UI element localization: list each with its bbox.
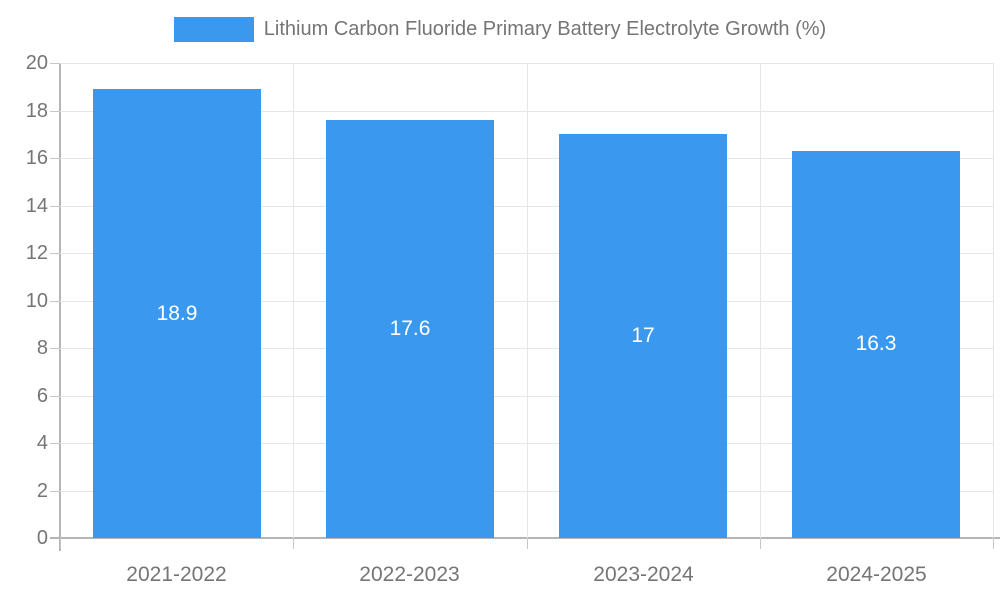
gridline-horizontal	[60, 205, 993, 207]
legend-item[interactable]: Lithium Carbon Fluoride Primary Battery …	[0, 17, 1000, 42]
bar[interactable]	[93, 89, 261, 538]
y-axis-tick	[50, 63, 60, 64]
gridline-vertical	[293, 63, 294, 538]
legend-swatch	[173, 17, 254, 42]
x-axis-line	[50, 537, 1000, 539]
gridline-horizontal	[60, 110, 993, 112]
y-tick-label: 4	[36, 432, 48, 454]
gridline-horizontal	[60, 348, 993, 349]
gridline-horizontal	[60, 253, 993, 254]
bar[interactable]	[792, 151, 960, 538]
plot-area: 18.9 17.6 17 16.3	[50, 63, 1000, 551]
y-tick-label: 2	[36, 479, 48, 502]
x-axis-tick	[60, 538, 61, 549]
gridline-vertical	[993, 63, 994, 538]
y-axis-tick	[50, 395, 60, 397]
gridline-vertical	[527, 63, 528, 538]
y-axis-tick	[50, 110, 60, 112]
y-axis-tick	[50, 490, 60, 492]
y-axis-tick	[50, 205, 60, 207]
bar[interactable]	[559, 134, 727, 538]
x-axis-tick	[527, 538, 528, 549]
y-tick-label: 6	[36, 384, 48, 407]
y-tick-label: 0	[36, 527, 48, 549]
y-tick-label: 10	[25, 289, 48, 312]
y-axis-tick	[50, 443, 60, 444]
gridline-horizontal	[60, 300, 993, 302]
legend-label: Lithium Carbon Fluoride Primary Battery …	[263, 18, 827, 40]
x-tick-label: 2022-2023	[359, 563, 460, 586]
x-axis-labels: 2021-2022 2022-2023 2023-2024 2024-2025	[60, 563, 993, 593]
y-axis-labels: 0 2 4 6 8 10 12 14 16 18 20	[0, 52, 48, 549]
y-axis-line	[59, 63, 61, 551]
y-axis-tick	[50, 158, 60, 159]
x-tick-label: 2021-2022	[126, 563, 227, 586]
x-tick-label: 2023-2024	[593, 563, 694, 586]
y-tick-label: 8	[36, 337, 48, 359]
x-tick-label: 2024-2025	[826, 563, 927, 586]
gridline-vertical	[760, 63, 761, 538]
bar-value-label: 18.9	[156, 302, 198, 325]
gridline-horizontal	[60, 443, 993, 444]
y-axis-tick	[50, 253, 60, 254]
y-axis-tick	[50, 300, 60, 302]
bar-value-label: 16.3	[855, 332, 897, 355]
bar-value-label: 17.6	[389, 317, 431, 340]
y-tick-label: 18	[25, 99, 48, 122]
gridline-horizontal	[60, 490, 993, 492]
bar-value-label: 17	[631, 324, 655, 347]
gridline-horizontal	[60, 395, 993, 397]
y-axis-tick	[50, 348, 60, 349]
gridline-horizontal	[60, 63, 993, 64]
y-tick-label: 20	[25, 52, 48, 74]
bar[interactable]	[326, 120, 494, 538]
x-axis-tick	[760, 538, 761, 549]
x-axis-tick	[993, 538, 994, 549]
gridline-horizontal	[60, 158, 993, 159]
x-axis-tick	[293, 538, 294, 549]
y-tick-label: 16	[25, 147, 48, 169]
y-tick-label: 14	[25, 194, 48, 217]
y-tick-label: 12	[25, 242, 48, 264]
